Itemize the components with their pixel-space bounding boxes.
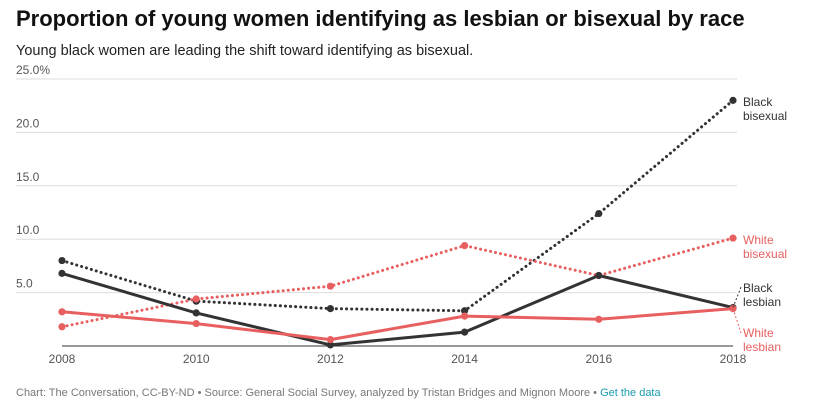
x-tick-label: 2014 xyxy=(451,352,478,366)
series-label: White xyxy=(743,326,774,340)
data-point xyxy=(58,323,66,331)
credit-text: Chart: The Conversation, CC-BY-ND xyxy=(16,387,195,399)
data-point xyxy=(58,269,66,277)
series-line xyxy=(61,271,734,347)
data-point xyxy=(192,295,200,303)
series-label: Black xyxy=(743,95,773,109)
footer-separator: • xyxy=(194,387,205,399)
data-point xyxy=(729,234,737,242)
series-label: White xyxy=(743,233,774,247)
data-point xyxy=(192,309,200,317)
data-point xyxy=(326,305,334,313)
x-tick-label: 2008 xyxy=(49,352,76,366)
y-tick-label: 5.0 xyxy=(16,277,33,291)
y-tick-label: 10.0 xyxy=(16,223,40,237)
series-label: lesbian xyxy=(743,295,781,309)
data-point xyxy=(595,209,603,218)
data-point xyxy=(326,335,334,344)
label-leader-line xyxy=(732,308,742,334)
data-point xyxy=(58,308,66,316)
series-label: Black xyxy=(743,281,773,295)
data-point xyxy=(192,319,200,328)
y-tick-label: 15.0 xyxy=(16,170,40,184)
data-point xyxy=(729,96,737,104)
series-labels: BlackbisexualWhitebisexualBlacklesbianWh… xyxy=(732,95,787,354)
data-point xyxy=(461,242,469,250)
chart-title: Proportion of young women identifying as… xyxy=(16,6,745,31)
chart-subtitle: Young black women are leading the shift … xyxy=(16,43,474,59)
x-tick-label: 2016 xyxy=(585,352,612,366)
data-point xyxy=(58,256,66,265)
footer-separator: • xyxy=(590,387,601,399)
data-point xyxy=(461,312,469,320)
data-point xyxy=(326,341,334,349)
series-line xyxy=(61,307,734,342)
source-text: Source: General Social Survey, analyzed … xyxy=(204,387,591,399)
data-point xyxy=(595,271,603,280)
x-tick-label: 2010 xyxy=(183,352,210,366)
series-line xyxy=(60,236,735,329)
series-label: lesbian xyxy=(743,340,781,354)
data-point xyxy=(461,307,469,315)
x-tick-label: 2012 xyxy=(317,352,344,366)
data-point xyxy=(461,328,469,336)
x-axis-ticks: 2008 2010 2012 2014 2016 2018 xyxy=(49,352,747,366)
y-tick-label: 25.0% xyxy=(16,63,50,77)
series-line xyxy=(60,98,735,313)
line-chart: 5.0 10.0 15.0 20.0 25.0% 2008 2010 2012 2014 201… xyxy=(16,63,787,366)
series-lines xyxy=(60,98,735,347)
series-label: bisexual xyxy=(743,109,787,123)
data-point xyxy=(326,282,334,290)
data-point xyxy=(595,315,603,323)
y-tick-label: 20.0 xyxy=(16,116,40,130)
series-label: bisexual xyxy=(743,247,787,261)
y-axis-ticks: 5.0 10.0 15.0 20.0 25.0% xyxy=(16,63,50,291)
gridlines xyxy=(16,78,737,347)
get-the-data-link[interactable]: Get the data xyxy=(600,387,661,399)
series-points xyxy=(58,96,737,349)
chart-footer: Chart: The Conversation, CC-BY-ND • Sour… xyxy=(16,387,661,399)
x-tick-label: 2018 xyxy=(720,352,747,366)
